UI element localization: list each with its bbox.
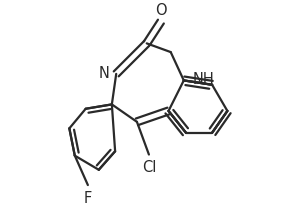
Text: NH: NH — [193, 72, 214, 87]
Text: N: N — [99, 66, 110, 81]
Text: O: O — [155, 3, 167, 18]
Text: Cl: Cl — [142, 160, 156, 175]
Text: F: F — [84, 191, 92, 206]
